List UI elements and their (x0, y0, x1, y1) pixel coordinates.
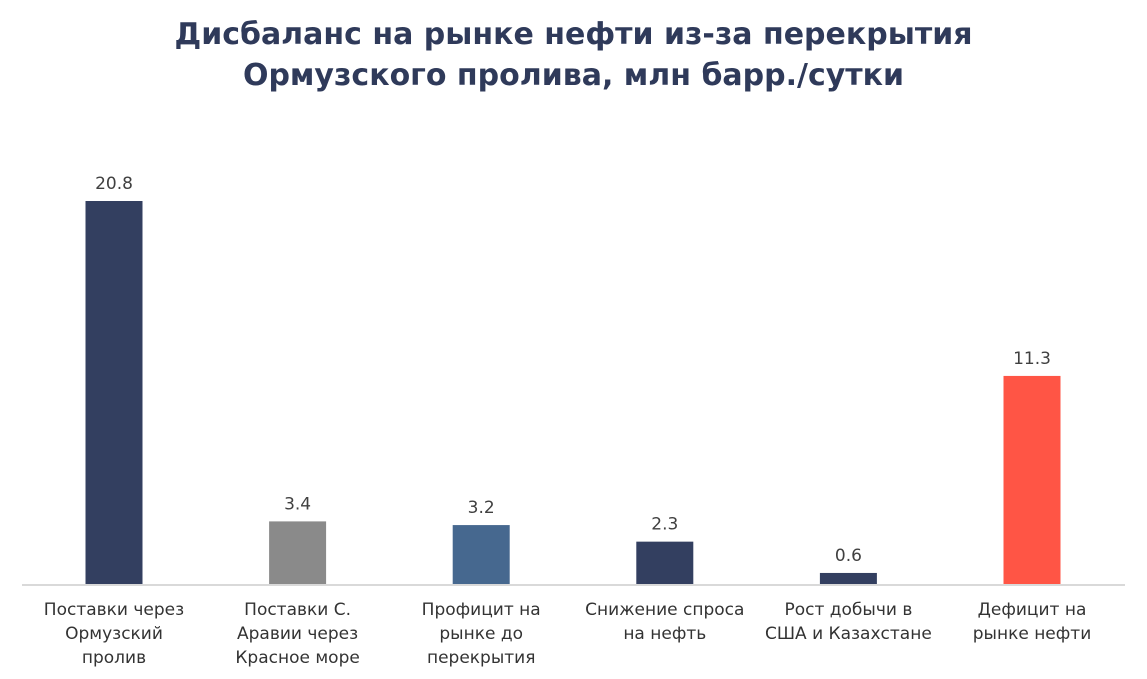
category-label: на нефть (623, 624, 706, 644)
category-label: перекрытия (427, 648, 535, 668)
category-label: Ормузский (65, 624, 163, 644)
category-label: Поставки через (44, 600, 184, 620)
data-label: 0.6 (835, 546, 862, 566)
bar (452, 525, 510, 584)
category-label: Дефицит на (978, 600, 1087, 620)
category-label: Профицит на (422, 600, 541, 620)
category-label: США и Казахстане (765, 624, 932, 644)
category-label: Снижение спроса (585, 600, 744, 620)
data-label: 20.8 (95, 174, 133, 194)
data-label: 3.4 (284, 494, 311, 514)
data-label: 2.3 (651, 515, 678, 535)
category-label: Поставки С. (244, 600, 351, 620)
bar (819, 572, 877, 584)
chart-title: Дисбаланс на рынке нефти из-за перекрыти… (0, 14, 1147, 96)
data-label: 11.3 (1013, 349, 1051, 369)
category-label: пролив (82, 648, 146, 668)
category-label: рынке до (439, 624, 523, 644)
data-label: 3.2 (468, 498, 495, 518)
bar (269, 521, 327, 584)
chart-title-line-1: Дисбаланс на рынке нефти из-за перекрыти… (174, 17, 973, 52)
chart-title-line-2: Ормузского пролива, млн барр./сутки (242, 58, 905, 93)
category-label: Рост добычи в (784, 600, 912, 620)
category-label: Аравии через (237, 624, 358, 644)
bar (85, 201, 143, 584)
category-label: Красное море (235, 648, 359, 668)
bar (1003, 375, 1061, 584)
bar (636, 541, 694, 584)
category-label: рынке нефти (973, 624, 1092, 644)
